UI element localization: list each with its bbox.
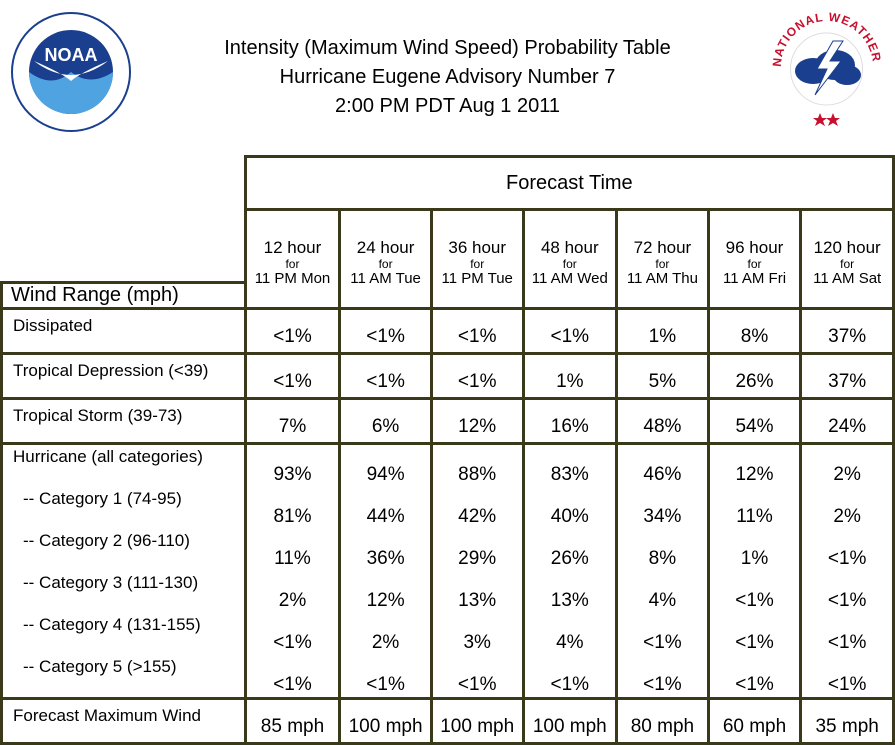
table-cell: 7% bbox=[243, 397, 342, 445]
column-header-24h: 24 hour for 11 AM Tue bbox=[338, 208, 433, 310]
table-cell: 60 mph bbox=[706, 697, 803, 745]
row-label-tropical-depression: Tropical Depression (<39) bbox=[0, 352, 247, 400]
title-line-2: Hurricane Eugene Advisory Number 7 bbox=[279, 66, 616, 88]
column-header-48h: 48 hour for 11 AM Wed bbox=[521, 208, 619, 310]
wind-range-label: Wind Range (mph) bbox=[0, 281, 247, 310]
column-header-72h: 72 hour for 11 AM Thu bbox=[615, 208, 710, 310]
table-cell: 6% bbox=[338, 397, 433, 445]
hurricane-col-12h: 93% 81% 11% 2% <1% <1% bbox=[243, 442, 342, 700]
table-cell: <1% bbox=[521, 307, 619, 355]
row-label-cat5: -- Category 5 (>155) bbox=[23, 657, 177, 676]
hurricane-col-48h: 83% 40% 26% 13% 4% <1% bbox=[521, 442, 619, 700]
table-cell: 37% bbox=[799, 307, 895, 355]
page-title: Intensity (Maximum Wind Speed) Probabili… bbox=[160, 34, 735, 121]
table-cell: 12% bbox=[429, 397, 525, 445]
table-cell: 26% bbox=[706, 352, 803, 400]
header: NOAA Intensity (Maximum Wind Speed) Prob… bbox=[0, 0, 895, 150]
row-label-cat3: -- Category 3 (111-130) bbox=[23, 573, 199, 592]
table-cell: 24% bbox=[799, 397, 895, 445]
table-cell: <1% bbox=[338, 352, 433, 400]
column-header-36h: 36 hour for 11 PM Tue bbox=[429, 208, 525, 310]
table-corner bbox=[2, 157, 246, 210]
table-cell: <1% bbox=[243, 307, 342, 355]
table-cell: <1% bbox=[338, 307, 433, 355]
column-header-120h: 120 hour for 11 AM Sat bbox=[799, 208, 895, 310]
noaa-logo: NOAA bbox=[11, 12, 131, 132]
column-header-12h: 12 hour for 11 PM Mon bbox=[243, 208, 342, 310]
row-label-dissipated: Dissipated bbox=[0, 307, 247, 355]
table-cell: 54% bbox=[706, 397, 803, 445]
nws-logo: NATIONAL WEATHER SERVICE bbox=[765, 5, 887, 127]
row-label-cat2: -- Category 2 (96-110) bbox=[23, 531, 190, 550]
forecast-time-header: Forecast Time bbox=[243, 155, 895, 211]
table-cell: 100 mph bbox=[429, 697, 525, 745]
table-cell: 80 mph bbox=[615, 697, 710, 745]
title-line-3: 2:00 PM PDT Aug 1 2011 bbox=[335, 95, 560, 117]
hurricane-col-24h: 94% 44% 36% 12% 2% <1% bbox=[338, 442, 433, 700]
row-label-cat4: -- Category 4 (131-155) bbox=[23, 615, 201, 634]
title-line-1: Intensity (Maximum Wind Speed) Probabili… bbox=[224, 37, 671, 59]
table-cell: 48% bbox=[615, 397, 710, 445]
column-header-96h: 96 hour for 11 AM Fri bbox=[706, 208, 803, 310]
table-cell: 16% bbox=[521, 397, 619, 445]
table-cell: <1% bbox=[429, 307, 525, 355]
probability-table: Forecast Time 12 hour for 11 PM Mon 24 hou… bbox=[0, 155, 895, 745]
table-cell: 35 mph bbox=[799, 697, 895, 745]
hurricane-col-36h: 88% 42% 29% 13% 3% <1% bbox=[429, 442, 525, 700]
table-cell: 37% bbox=[799, 352, 895, 400]
table-cell: 1% bbox=[521, 352, 619, 400]
table-cell: 8% bbox=[706, 307, 803, 355]
row-label-forecast-max-wind: Forecast Maximum Wind bbox=[0, 697, 247, 745]
table-cell: <1% bbox=[243, 352, 342, 400]
row-label-hurricane: Hurricane (all categories) bbox=[13, 447, 203, 466]
table-cell: <1% bbox=[429, 352, 525, 400]
table-cell: 85 mph bbox=[243, 697, 342, 745]
table-corner-2 bbox=[2, 210, 246, 283]
hurricane-labels: Hurricane (all categories) -- Category 1… bbox=[0, 442, 247, 700]
row-label-cat1: -- Category 1 (74-95) bbox=[23, 489, 182, 508]
svg-text:NOAA: NOAA bbox=[45, 45, 98, 65]
hurricane-col-96h: 12% 11% 1% <1% <1% <1% bbox=[706, 442, 803, 700]
hurricane-col-72h: 46% 34% 8% 4% <1% <1% bbox=[615, 442, 710, 700]
hurricane-col-120h: 2% 2% <1% <1% <1% <1% bbox=[799, 442, 895, 700]
table-cell: 1% bbox=[615, 307, 710, 355]
table-cell: 5% bbox=[615, 352, 710, 400]
row-label-tropical-storm: Tropical Storm (39-73) bbox=[0, 397, 247, 445]
table-cell: 100 mph bbox=[521, 697, 619, 745]
table-cell: 100 mph bbox=[338, 697, 433, 745]
